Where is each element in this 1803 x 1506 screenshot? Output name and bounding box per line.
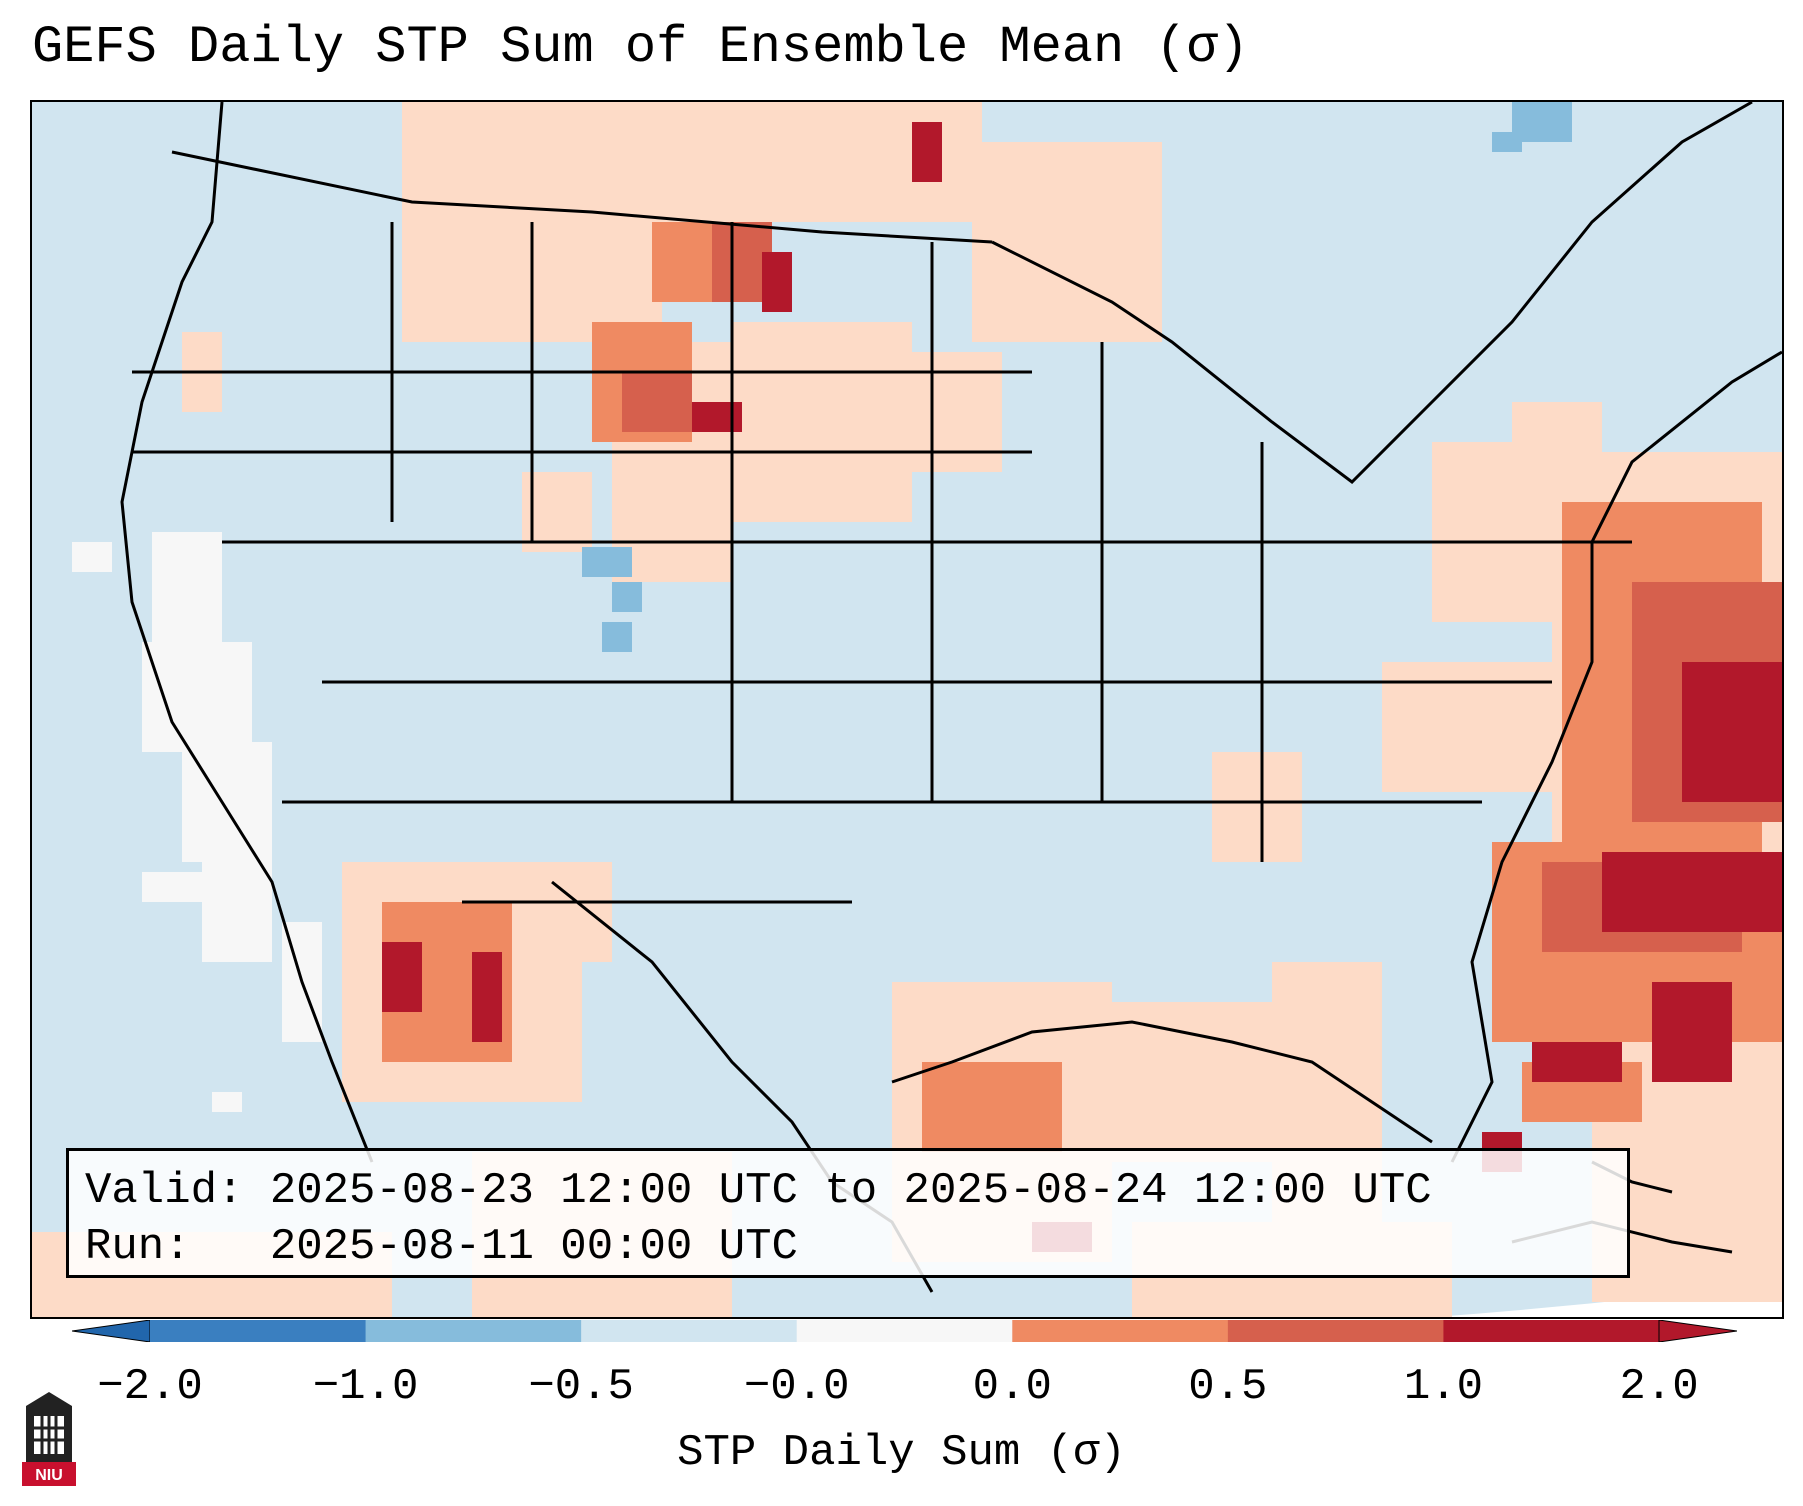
colorbar-tick-label: −0.0 — [743, 1362, 850, 1412]
valid-value: 2025-08-23 12:00 UTC to 2025-08-24 12:00… — [269, 1166, 1432, 1216]
colorbar-label: STP Daily Sum (σ) — [677, 1428, 1126, 1478]
run-row: Run: 2025-08-11 00:00 UTC — [85, 1219, 1611, 1275]
colorbar-segment — [796, 1320, 1013, 1342]
colorbar-segment — [1012, 1320, 1229, 1342]
colorbar-segment — [581, 1320, 798, 1342]
niu-logo-icon: NIU — [22, 1392, 76, 1486]
colorbar-segment — [150, 1320, 367, 1342]
colorbar-segment — [1443, 1320, 1660, 1342]
valid-run-box: Valid: 2025-08-23 12:00 UTC to 2025-08-2… — [66, 1148, 1630, 1278]
colorbar-tick-label: −1.0 — [312, 1362, 419, 1412]
colorbar-tick-label: 0.5 — [1188, 1362, 1268, 1412]
colorbar-segment — [1227, 1320, 1444, 1342]
colorbar-tick-label: −2.0 — [97, 1362, 203, 1412]
colorbar — [72, 1320, 1737, 1342]
colorbar-tick-label: 2.0 — [1619, 1362, 1699, 1412]
map-canvas — [32, 102, 1782, 1317]
run-value: 2025-08-11 00:00 UTC — [269, 1222, 798, 1272]
borders — [120, 102, 1782, 1293]
run-label: Run: — [85, 1222, 191, 1272]
map-panel[interactable] — [30, 100, 1784, 1319]
colorbar-tick-label: 1.0 — [1403, 1362, 1484, 1412]
svg-text:NIU: NIU — [35, 1467, 63, 1484]
strong-positive-field — [382, 122, 1782, 1252]
colorbar-extend-low — [72, 1320, 151, 1342]
colorbar-extend-high — [1658, 1320, 1737, 1342]
valid-label: Valid: — [85, 1166, 244, 1216]
colorbar-tick-label: −0.5 — [528, 1362, 634, 1412]
map-title: GEFS Daily STP Sum of Ensemble Mean (σ) — [32, 18, 1249, 77]
negative-field — [582, 102, 1572, 652]
colorbar-segment — [365, 1320, 582, 1342]
neutral-field — [72, 532, 1722, 1232]
valid-row: Valid: 2025-08-23 12:00 UTC to 2025-08-2… — [85, 1163, 1611, 1219]
colorbar-tick-label: 0.0 — [972, 1362, 1052, 1412]
colorbar-segments — [150, 1320, 1660, 1342]
